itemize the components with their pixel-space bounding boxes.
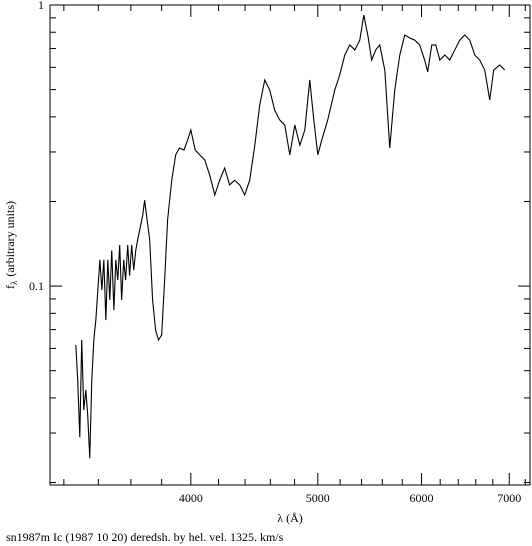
y-label-text: (arbitrary units): [3, 201, 17, 277]
plot-frame: [49, 4, 531, 486]
x-tick-label: 7000: [497, 491, 521, 505]
y-tick-label: 1: [38, 0, 44, 12]
y-label-subscript: λ: [9, 280, 19, 285]
y-axis-label: fλ (arbitrary units): [3, 201, 19, 289]
x-tick-label: 4000: [179, 491, 203, 505]
spectrum-line: [75, 14, 506, 459]
y-label-symbol: f: [3, 285, 17, 289]
x-tick-label: 5000: [306, 491, 330, 505]
x-tick-label: 6000: [410, 491, 434, 505]
y-tick-label: 0.1: [29, 279, 44, 293]
x-axis-label: λ (Å): [277, 511, 302, 525]
chart-title: sn1987m Ic (1987 10 20) deredsh. by hel.…: [6, 530, 284, 544]
